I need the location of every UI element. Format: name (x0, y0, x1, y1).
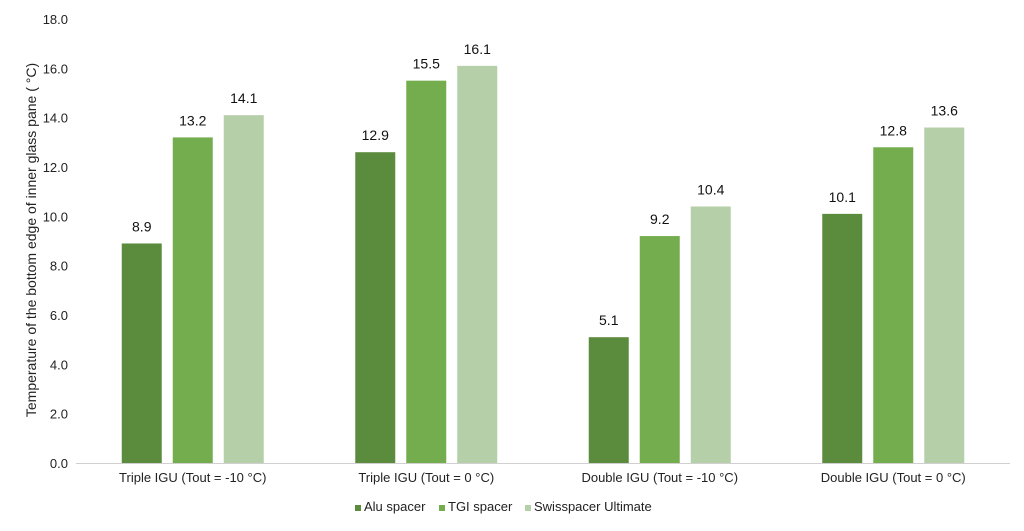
bars (121, 65, 965, 464)
bar (690, 206, 731, 463)
x-tick-label: Double IGU (Tout = -10 °C) (581, 470, 738, 485)
bar (873, 147, 914, 463)
x-axis: Triple IGU (Tout = -10 °C) Triple IGU (To… (76, 463, 1010, 485)
x-tick-label: Triple IGU (Tout = 0 °C) (358, 470, 494, 485)
y-axis-label: Temperature of the bottom edge of inner … (23, 63, 39, 417)
data-label: 5.1 (599, 312, 619, 328)
bar (355, 152, 396, 463)
x-tick-label: Triple IGU (Tout = -10 °C) (119, 470, 266, 485)
y-tick-label: 12.0 (43, 160, 68, 175)
bar (588, 337, 629, 463)
bar (924, 127, 965, 464)
bar (406, 80, 447, 464)
data-label: 9.2 (650, 211, 670, 227)
data-label: 13.6 (931, 103, 958, 119)
y-axis: 0.0 2.0 4.0 6.0 8.0 10.0 12.0 14.0 16.0 18.0 (43, 12, 68, 471)
y-tick-label: 8.0 (50, 259, 68, 274)
y-tick-label: 18.0 (43, 12, 68, 27)
data-label: 12.8 (880, 122, 907, 138)
y-tick-label: 4.0 (50, 357, 68, 372)
data-labels: 8.9 13.2 14.1 12.9 15.5 16.1 5.1 9.2 10.4 10.1 12.… (132, 41, 958, 328)
data-label: 12.9 (362, 127, 389, 143)
data-label: 8.9 (132, 218, 152, 234)
y-tick-label: 10.0 (43, 209, 68, 224)
bar (223, 115, 264, 463)
y-tick-label: 0.0 (50, 456, 68, 471)
data-label: 16.1 (464, 41, 491, 57)
legend-swatch (439, 505, 445, 511)
legend-entry: TGI spacer (448, 499, 513, 514)
bar (457, 65, 498, 463)
bar (822, 213, 863, 463)
data-label: 10.4 (697, 181, 724, 197)
data-label: 14.1 (230, 90, 257, 106)
bar (639, 236, 680, 463)
y-tick-label: 2.0 (50, 407, 68, 422)
legend-entry: Swisspacer Ultimate (534, 499, 652, 514)
legend-swatch (355, 505, 361, 511)
y-tick-label: 16.0 (43, 61, 68, 76)
legend: Alu spacer TGI spacer Swisspacer Ultimate (355, 499, 652, 514)
legend-swatch (525, 505, 531, 511)
y-tick-label: 6.0 (50, 308, 68, 323)
data-label: 10.1 (829, 189, 856, 205)
y-tick-label: 14.0 (43, 111, 68, 126)
data-label: 15.5 (413, 56, 440, 72)
bar (121, 243, 162, 463)
legend-entry: Alu spacer (364, 499, 426, 514)
x-tick-label: Double IGU (Tout = 0 °C) (821, 470, 966, 485)
data-label: 13.2 (179, 112, 206, 128)
bar (172, 137, 213, 463)
